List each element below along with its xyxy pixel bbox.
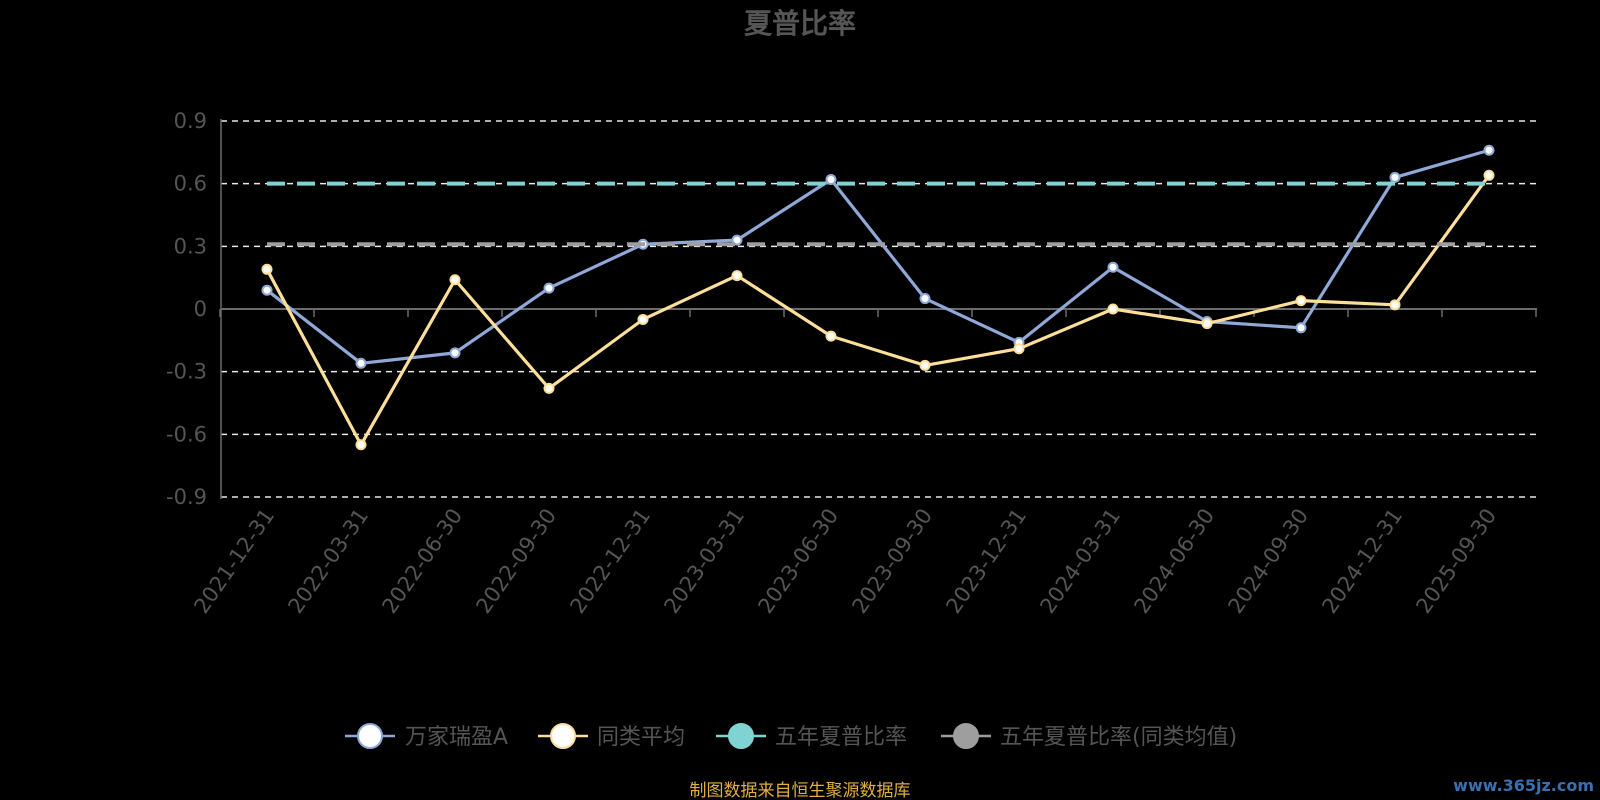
data-point	[1295, 295, 1307, 307]
legend-label: 同类平均	[597, 725, 685, 750]
x-tick-label: 2022-09-30	[471, 504, 561, 618]
legend-swatch-marker	[953, 723, 979, 749]
x-tick-label: 2024-03-31	[1035, 504, 1125, 618]
legend-label: 五年夏普比率	[775, 725, 907, 750]
y-tick-label: -0.6	[166, 422, 207, 446]
x-tick-label: 2022-06-30	[377, 504, 467, 618]
data-point	[1013, 343, 1025, 355]
data-point	[919, 293, 931, 305]
data-point	[543, 382, 555, 394]
x-axis: 2021-12-31 2022-03-31 2022-06-30 2022-09-30…	[189, 309, 1537, 618]
data-point	[1483, 169, 1495, 181]
data-point	[449, 347, 461, 359]
data-point	[261, 263, 273, 275]
chart-title: 夏普比率	[744, 7, 856, 40]
x-tick-label: 2023-03-31	[659, 504, 749, 618]
x-tick-label: 2021-12-31	[189, 504, 279, 618]
series-line	[265, 174, 1491, 447]
data-point	[1107, 303, 1119, 315]
series-0	[261, 144, 1495, 369]
data-point	[1389, 299, 1401, 311]
legend-label: 万家瑞盈A	[405, 725, 508, 750]
data-point	[449, 274, 461, 286]
x-tick-label: 2023-12-31	[941, 504, 1031, 618]
x-tick-label: 2024-09-30	[1223, 504, 1313, 618]
data-point	[1483, 144, 1495, 156]
y-tick-label: 0.9	[174, 109, 207, 133]
x-tick-label: 2024-06-30	[1129, 504, 1219, 618]
data-point	[825, 330, 837, 342]
x-tick-label: 2024-12-31	[1317, 504, 1407, 618]
series-line	[266, 148, 1490, 365]
data-point	[1295, 322, 1307, 334]
series-layer	[261, 144, 1495, 451]
y-tick-label: -0.3	[166, 360, 207, 384]
y-axis: 0.9 0.6 0.3 0 -0.3 -0.6 -0.9	[166, 109, 222, 509]
y-tick-label: 0.6	[174, 172, 207, 196]
y-tick-label: -0.9	[166, 485, 207, 509]
data-point	[1389, 171, 1401, 183]
data-point	[355, 439, 367, 451]
x-tick-label: 2023-09-30	[847, 504, 937, 618]
legend-item-0[interactable]: 万家瑞盈A	[345, 723, 508, 750]
data-point	[1107, 261, 1119, 273]
y-tick-label: 0.3	[174, 234, 207, 258]
legend-item-1[interactable]: 同类平均	[538, 723, 685, 750]
data-point	[355, 357, 367, 369]
legend-item-2[interactable]: 五年夏普比率	[716, 723, 907, 750]
legend-swatch-marker	[550, 723, 576, 749]
series-1	[261, 169, 1495, 451]
data-source-note: 制图数据来自恒生聚源数据库	[690, 781, 911, 800]
data-point	[919, 359, 931, 371]
legend-label: 五年夏普比率(同类均值)	[1000, 725, 1237, 750]
grid-layer	[221, 120, 1537, 498]
legend-item-3[interactable]: 五年夏普比率(同类均值)	[941, 723, 1237, 750]
data-point	[261, 284, 273, 296]
legend-swatch-marker	[728, 723, 754, 749]
data-point	[825, 173, 837, 185]
x-tick-label: 2023-06-30	[753, 504, 843, 618]
data-point	[637, 313, 649, 325]
x-tick-label: 2022-12-31	[565, 504, 655, 618]
data-point	[731, 270, 743, 282]
data-point	[543, 282, 555, 294]
y-tick-label: 0	[194, 297, 207, 321]
data-point	[1201, 318, 1213, 330]
legend-swatch-marker	[357, 723, 383, 749]
watermark: www.365jz.com	[1453, 776, 1594, 795]
x-tick-label: 2025-09-30	[1411, 504, 1501, 618]
legend[interactable]: 万家瑞盈A 同类平均 五年夏普比率 五年夏普比率(同类均值)	[345, 723, 1237, 750]
x-tick-label: 2022-03-31	[283, 504, 373, 618]
